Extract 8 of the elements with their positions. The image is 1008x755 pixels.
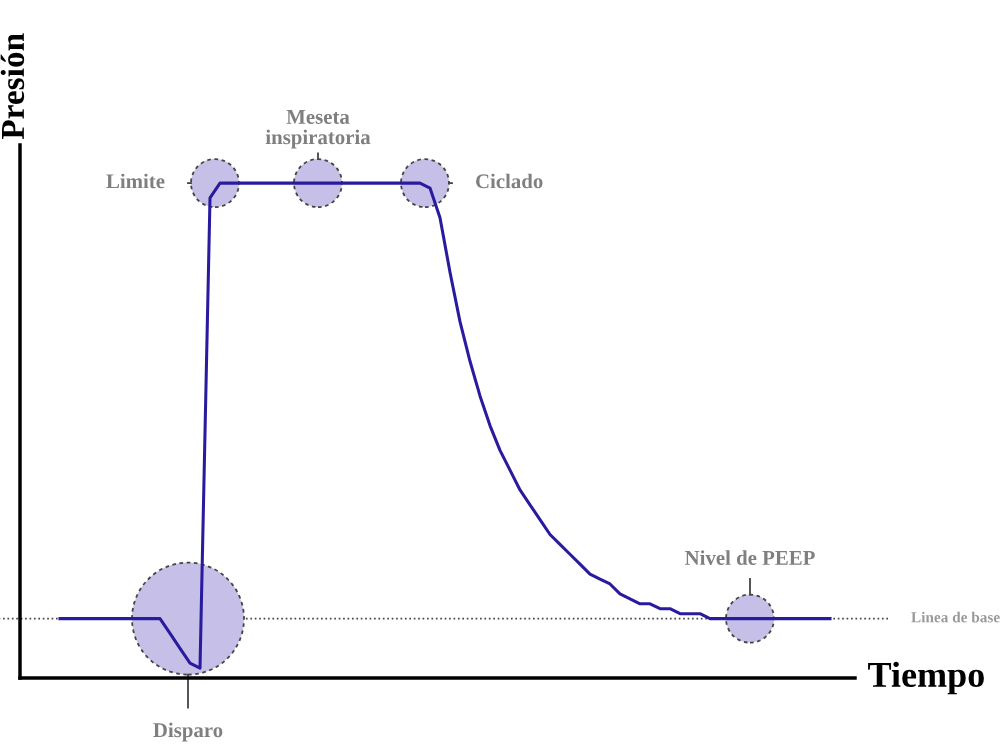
text: Meseta inspiratoria [265,110,371,149]
text: Disparo [153,722,223,742]
x-axis-title: Tiempo [868,661,984,695]
y-axis-title: Presión [0,33,25,140]
annotation: Ciclado [476,173,543,189]
ref-line-label: Linea de base [911,611,1000,623]
annotation: Limite [106,173,165,189]
annotation: Nivel de PEEP [685,550,815,565]
